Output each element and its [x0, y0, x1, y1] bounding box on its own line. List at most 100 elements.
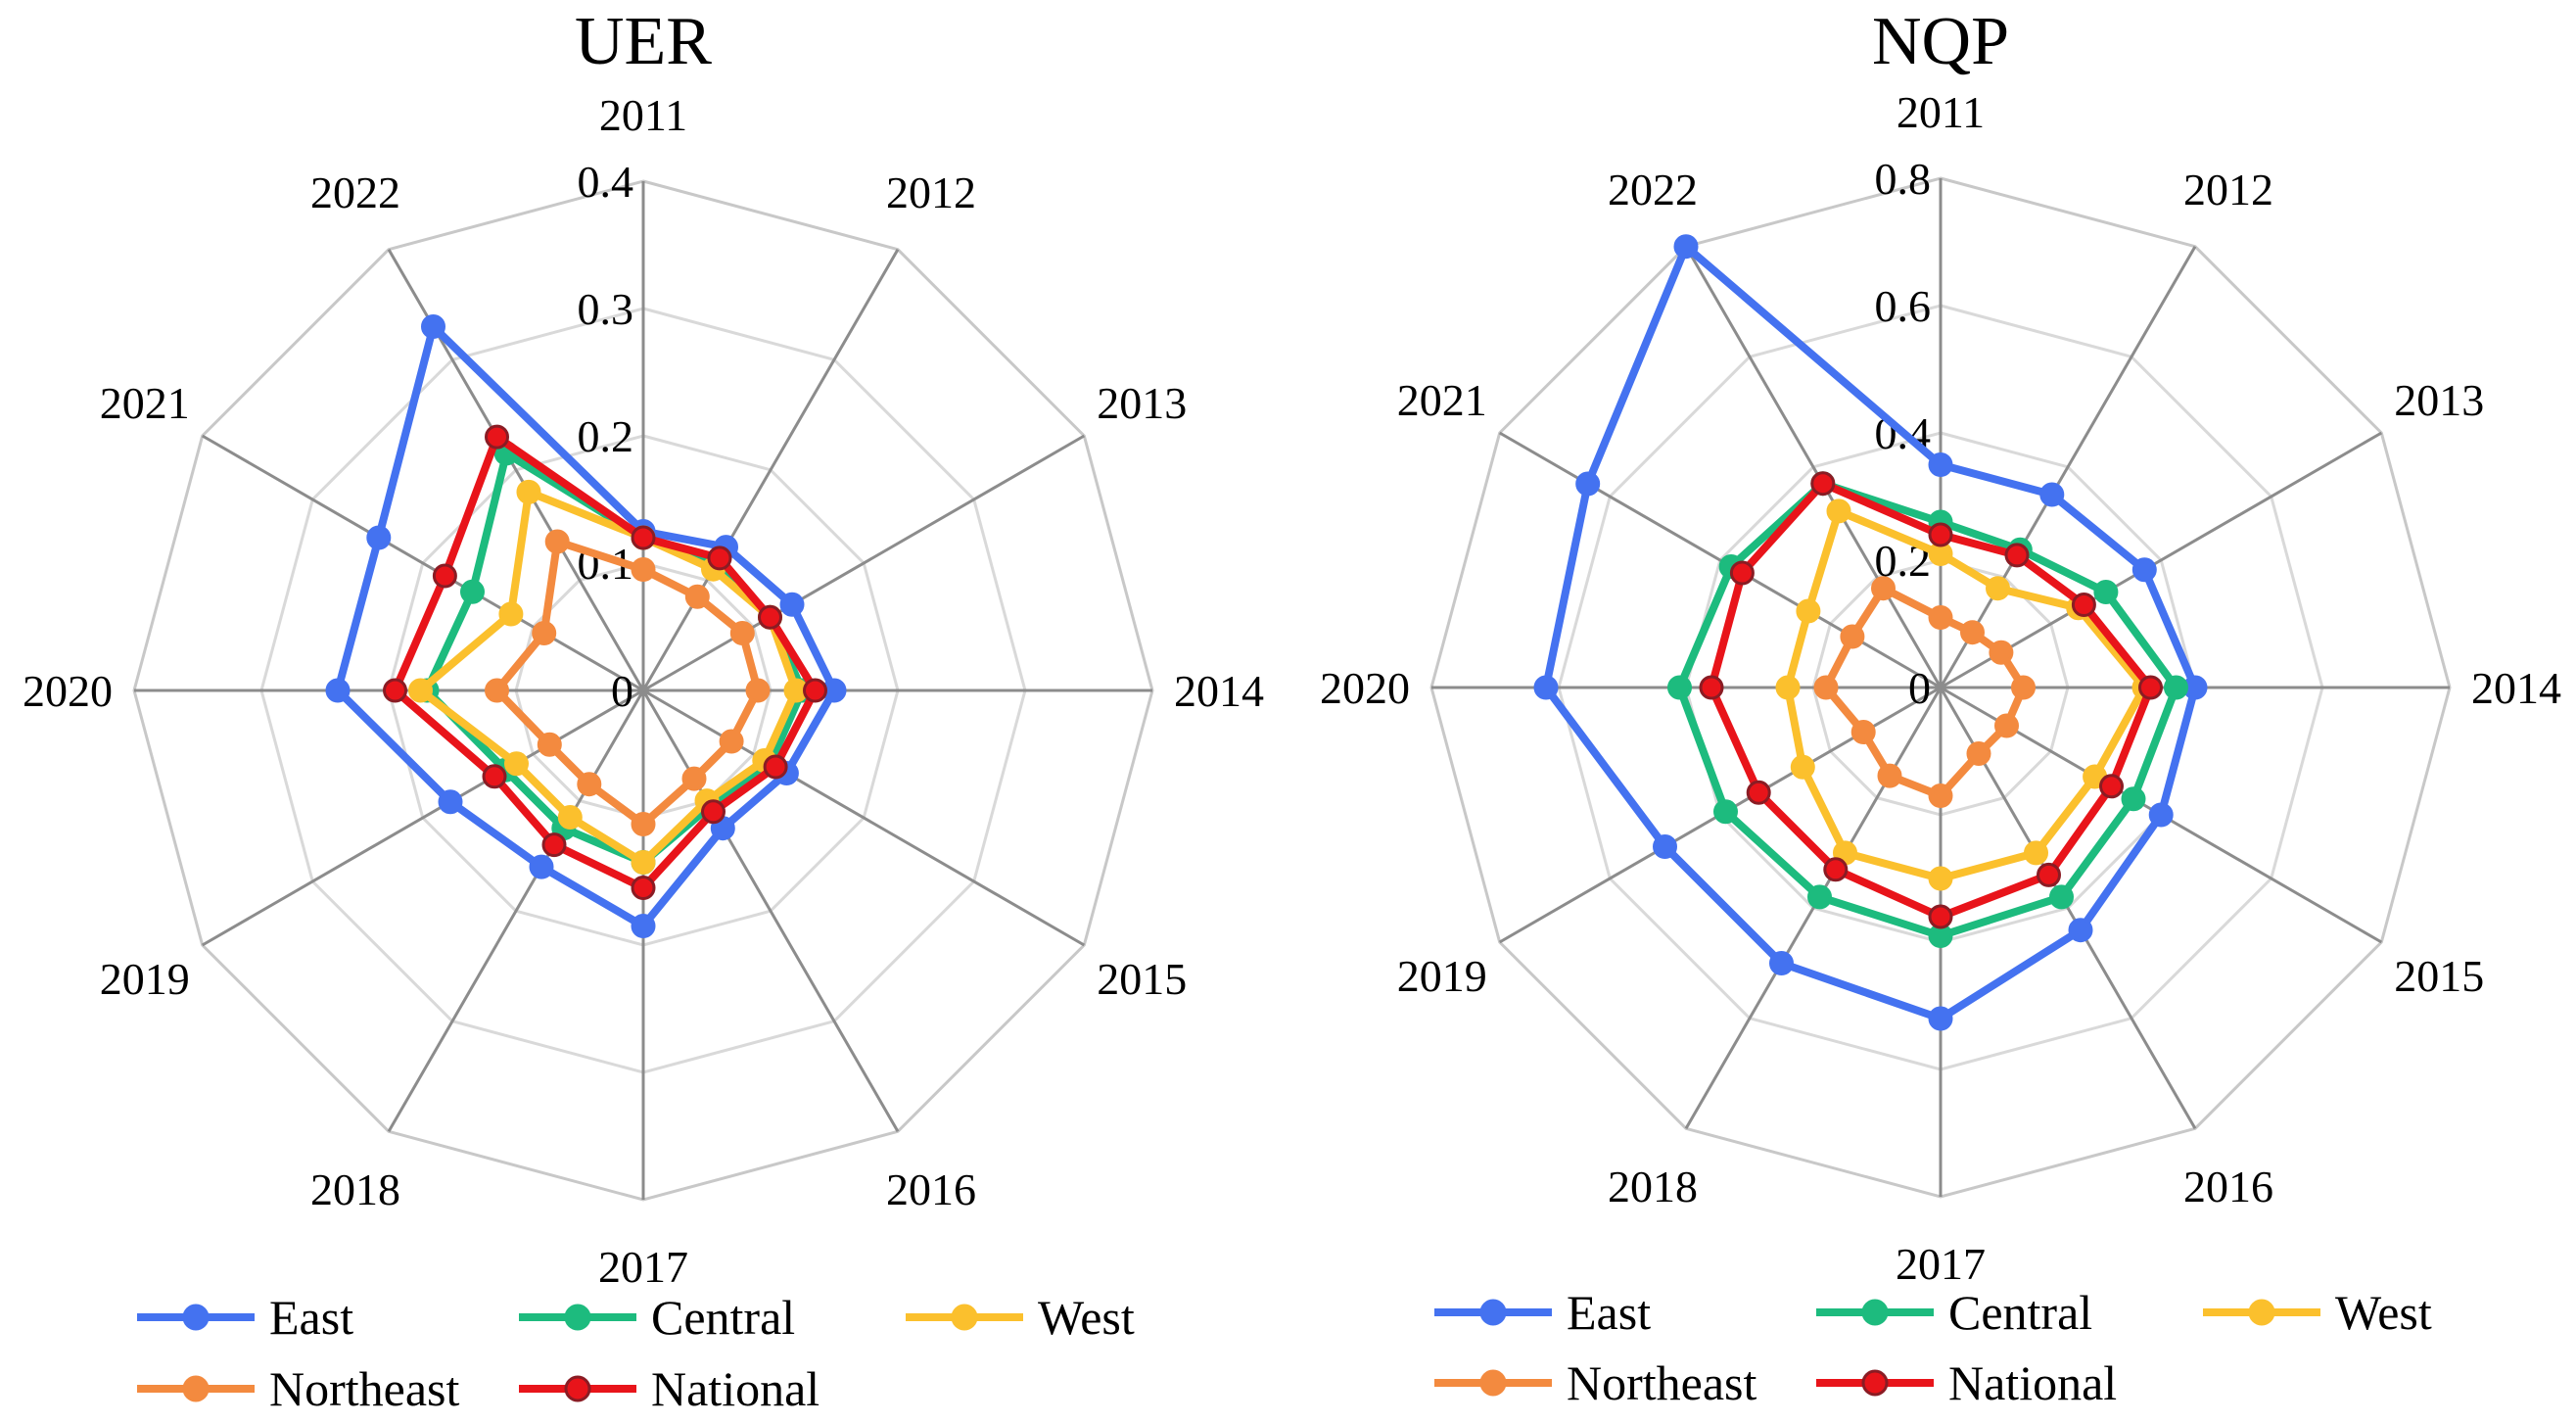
category-label: 2022 — [310, 167, 400, 217]
series-national — [383, 424, 827, 900]
data-point — [1667, 675, 1692, 700]
data-point — [1928, 866, 1953, 891]
axis-spoke — [1684, 687, 1943, 1130]
series-national — [1699, 471, 2163, 929]
data-point — [1813, 675, 1839, 700]
legend-label: Central — [1948, 1285, 2092, 1340]
data-point — [1775, 675, 1801, 700]
legend-marker — [1479, 1369, 1507, 1397]
data-point — [2004, 543, 2030, 568]
legend-marker — [951, 1304, 978, 1331]
data-point — [1960, 620, 1985, 645]
data-point — [1871, 576, 1896, 601]
category-label: 2018 — [310, 1164, 400, 1214]
data-point — [1533, 675, 1559, 700]
legend-item-east[interactable]: East — [1434, 1285, 1651, 1340]
data-point — [803, 678, 827, 703]
data-point — [719, 729, 744, 754]
category-label: 2019 — [100, 954, 190, 1004]
data-point — [1966, 741, 1991, 766]
data-point — [537, 732, 562, 757]
data-point — [2131, 557, 2157, 583]
series-line-west — [1784, 506, 2148, 882]
data-point — [2121, 786, 2146, 812]
data-point — [1575, 471, 1601, 497]
radar-category-labels: 2011 2012 2013 2014 2015 2016 2017 2018 … — [1320, 87, 2561, 1289]
data-point — [1994, 713, 2019, 738]
series-northeast — [485, 529, 771, 836]
data-point — [421, 314, 445, 339]
radar-chart-nqp: NQP 0 0.2 0.4 0.6 0.8 2011 2012 2013 201… — [1320, 4, 2561, 1410]
legend-label: National — [1948, 1355, 2117, 1410]
category-label: 2011 — [599, 90, 687, 140]
category-label: 2020 — [23, 666, 113, 716]
data-point — [745, 678, 771, 703]
data-point — [1807, 884, 1832, 910]
legend-label: Northeast — [269, 1361, 459, 1416]
data-point — [631, 812, 656, 836]
tick-label: 0.8 — [1875, 154, 1932, 204]
chart-title: NQP — [1872, 4, 2009, 79]
data-point — [438, 789, 463, 815]
radar-tick-labels: 0 0.2 0.4 0.6 0.8 — [1875, 154, 1932, 713]
legend-marker — [564, 1304, 591, 1331]
data-point — [1699, 675, 1724, 700]
data-point — [701, 799, 726, 825]
data-point — [1796, 598, 1821, 624]
category-label: 2021 — [1397, 375, 1487, 425]
category-label: 2019 — [1397, 951, 1487, 1001]
data-point — [631, 914, 656, 938]
legend-item-west[interactable]: West — [906, 1290, 1135, 1345]
data-point — [432, 563, 457, 589]
data-point — [577, 772, 602, 797]
legend-label: West — [1038, 1290, 1135, 1345]
legend-item-central[interactable]: Central — [519, 1290, 795, 1345]
data-point — [707, 546, 732, 571]
data-point — [460, 579, 485, 604]
data-point — [1840, 624, 1865, 649]
data-point — [684, 584, 710, 609]
data-point — [1877, 763, 1902, 788]
category-label: 2013 — [2394, 375, 2484, 425]
data-point — [541, 832, 567, 858]
category-label: 2017 — [598, 1242, 688, 1292]
legend-label: National — [651, 1361, 820, 1416]
data-point — [1928, 1006, 1953, 1031]
data-point — [544, 529, 570, 554]
data-point — [1928, 904, 1953, 929]
radar-spokes — [134, 181, 1152, 1200]
legend-item-northeast[interactable]: Northeast — [1434, 1355, 1756, 1410]
legend-item-northeast[interactable]: Northeast — [137, 1361, 459, 1416]
legend-item-central[interactable]: Central — [1816, 1285, 2092, 1340]
tick-label: 0 — [611, 666, 633, 716]
tick-label: 0.6 — [1875, 281, 1932, 331]
data-point — [485, 424, 509, 450]
tick-label: 0.4 — [578, 157, 634, 207]
data-point — [758, 604, 782, 630]
category-label: 2021 — [100, 378, 190, 428]
legend-item-west[interactable]: West — [2203, 1285, 2432, 1340]
legend-item-national[interactable]: National — [519, 1361, 820, 1416]
data-point — [2011, 675, 2036, 700]
legend-marker — [182, 1304, 210, 1331]
category-label: 2013 — [1097, 378, 1187, 428]
data-point — [631, 557, 656, 582]
data-point — [1729, 560, 1755, 586]
legend-marker — [1479, 1299, 1507, 1326]
legend-label: East — [269, 1290, 353, 1345]
data-point — [2148, 802, 2174, 828]
category-label: 2016 — [2183, 1162, 2273, 1211]
data-point — [557, 805, 583, 830]
category-label: 2022 — [1608, 165, 1698, 214]
legend-label: Central — [651, 1290, 795, 1345]
radar-series — [325, 314, 847, 938]
legend-item-east[interactable]: East — [137, 1290, 353, 1345]
data-point — [779, 592, 805, 617]
legend-marker — [1861, 1299, 1889, 1326]
legend-item-national[interactable]: National — [1816, 1355, 2117, 1410]
data-point — [1823, 857, 1849, 882]
legend-marker — [2248, 1299, 2275, 1326]
axis-spoke — [1684, 245, 1943, 688]
legend-label: East — [1567, 1285, 1651, 1340]
